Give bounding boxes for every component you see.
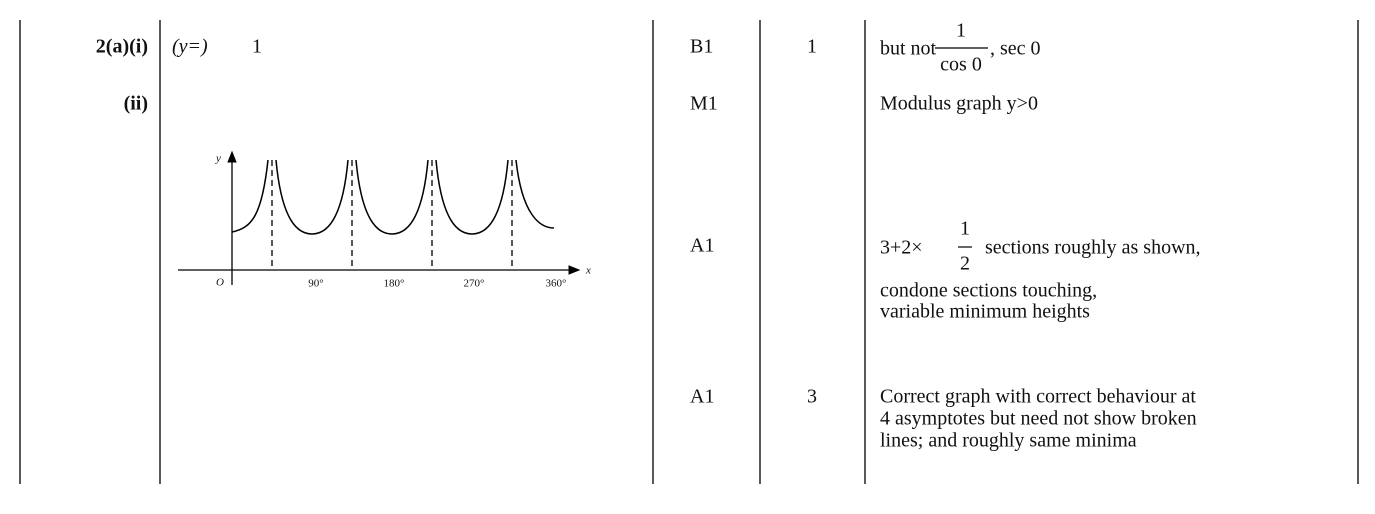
x-tick-label: 90°	[308, 278, 323, 290]
x-tick-label: 270°	[464, 278, 485, 290]
guidance: 4 asymptotes but need not show broken	[880, 408, 1197, 430]
mark: A1	[690, 386, 714, 408]
guidance: variable minimum heights	[880, 301, 1090, 323]
y-axis-label: y	[215, 153, 221, 165]
guidance: condone sections touching,	[880, 280, 1097, 302]
marks-total: 1	[807, 36, 817, 58]
fraction-numerator: 1	[956, 20, 966, 42]
mark: B1	[690, 36, 713, 58]
guidance: Modulus graph y>0	[880, 93, 1038, 115]
graph	[178, 150, 581, 285]
x-axis-label: x	[585, 265, 591, 277]
x-tick-label: 180°	[384, 278, 405, 290]
x-tick-label: 360°	[546, 278, 567, 290]
mark: M1	[690, 93, 718, 115]
guidance: , sec 0	[990, 38, 1041, 60]
question-label: 2(a)(i)	[96, 36, 148, 58]
question-label: (ii)	[124, 93, 148, 115]
guidance: 3+2×	[880, 237, 923, 259]
fraction-denominator: cos 0	[940, 54, 982, 76]
fraction-denominator: 2	[960, 253, 970, 275]
guidance: lines; and roughly same minima	[880, 430, 1137, 452]
mark: A1	[690, 235, 714, 257]
guidance: but not	[880, 38, 937, 60]
answer-prefix: (y=)	[172, 36, 208, 58]
answer: 1	[252, 36, 262, 58]
marks-total: 3	[807, 386, 817, 408]
guidance: sections roughly as shown,	[985, 237, 1201, 259]
origin-label: O	[216, 277, 224, 289]
guidance: Correct graph with correct behaviour at	[880, 386, 1196, 408]
table-rules	[19, 20, 1359, 484]
fraction-numerator: 1	[960, 218, 970, 240]
